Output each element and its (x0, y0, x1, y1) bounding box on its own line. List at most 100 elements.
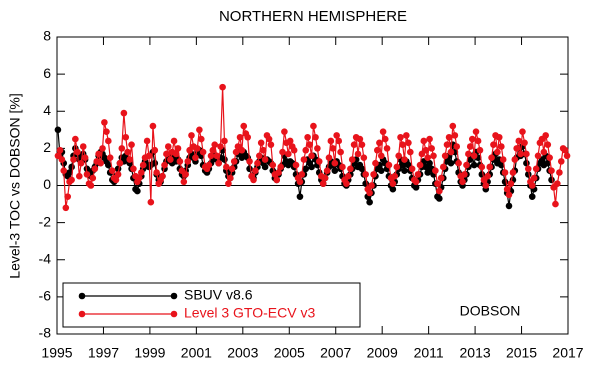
data-point (368, 182, 375, 189)
data-point (325, 154, 333, 161)
data-point (97, 159, 104, 167)
legend-marker (170, 310, 178, 318)
data-point (286, 137, 294, 145)
data-point (315, 158, 323, 165)
data-point (112, 176, 120, 184)
data-point (335, 137, 343, 145)
data-point (221, 137, 228, 145)
x-tick-label: 2013 (460, 345, 491, 361)
data-point (472, 128, 480, 135)
data-point (130, 165, 137, 173)
data-point (83, 171, 91, 178)
y-tick-label: 6 (43, 65, 51, 81)
data-point (196, 126, 203, 134)
data-point (265, 135, 273, 143)
data-point (261, 163, 269, 171)
data-point (554, 180, 561, 187)
data-point (217, 143, 224, 150)
data-point (339, 163, 346, 171)
data-point (193, 145, 201, 152)
data-point (563, 152, 571, 160)
data-point (453, 143, 461, 150)
data-point (389, 185, 397, 193)
data-point (300, 156, 308, 163)
data-point (439, 163, 447, 171)
data-point (106, 154, 114, 161)
data-point (366, 189, 373, 197)
data-point (128, 141, 135, 148)
data-point (240, 122, 248, 130)
data-point (95, 150, 102, 158)
data-point (302, 165, 310, 173)
data-point (246, 165, 253, 173)
data-point (557, 158, 565, 165)
data-point (285, 150, 292, 158)
data-point (192, 154, 199, 161)
data-point (126, 156, 134, 163)
data-point (124, 148, 131, 156)
data-point (379, 128, 387, 135)
x-tick-label: 2011 (414, 345, 444, 361)
y-tick-label: 8 (43, 28, 51, 44)
data-point (221, 156, 228, 163)
data-point (56, 146, 64, 154)
data-point (161, 161, 168, 169)
data-point (542, 132, 550, 139)
data-point (347, 165, 354, 173)
data-point (108, 167, 116, 174)
legend-label: Level 3 GTO-ECV v3 (184, 305, 315, 321)
data-point (436, 195, 443, 202)
data-point (403, 132, 410, 139)
data-point (488, 154, 495, 161)
y-tick-label: 2 (43, 139, 51, 155)
data-point (174, 145, 182, 152)
data-point (209, 146, 217, 154)
data-point (509, 169, 517, 176)
data-point (219, 83, 226, 91)
data-point (530, 174, 538, 182)
data-point (143, 137, 151, 145)
data-point (362, 171, 369, 178)
data-point (228, 165, 236, 173)
data-point (308, 152, 315, 160)
data-point (261, 156, 269, 163)
data-point (511, 156, 519, 163)
data-point (331, 167, 339, 174)
data-point (89, 174, 97, 182)
data-point (244, 133, 251, 141)
data-point (494, 148, 501, 156)
data-point (145, 152, 153, 160)
data-point (232, 148, 240, 156)
data-point (99, 145, 106, 152)
data-point (498, 143, 505, 150)
data-point (54, 126, 62, 134)
data-point (164, 143, 172, 150)
data-point (426, 135, 433, 143)
data-point (420, 137, 428, 145)
data-point (122, 133, 130, 141)
data-point (360, 154, 368, 161)
data-point (151, 146, 159, 154)
data-point (236, 133, 244, 141)
data-point (399, 141, 406, 148)
data-point (147, 198, 155, 206)
y-axis-label: Level-3 TOC vs DOBSON [%] (7, 93, 23, 278)
data-point (225, 180, 232, 187)
data-point (534, 152, 542, 160)
data-point (327, 137, 335, 145)
data-point (498, 161, 505, 169)
data-point (513, 145, 520, 152)
data-point (507, 180, 515, 187)
chart-title: NORTHERN HEMISPHERE (219, 8, 407, 25)
data-point (474, 137, 482, 145)
data-point (230, 158, 238, 165)
data-point (314, 145, 321, 152)
data-point (434, 180, 441, 187)
data-point (374, 146, 381, 154)
data-point (447, 148, 455, 156)
data-point (176, 158, 184, 165)
data-point (215, 159, 222, 167)
data-point (250, 176, 257, 184)
data-point (395, 152, 402, 160)
data-point (312, 133, 319, 141)
